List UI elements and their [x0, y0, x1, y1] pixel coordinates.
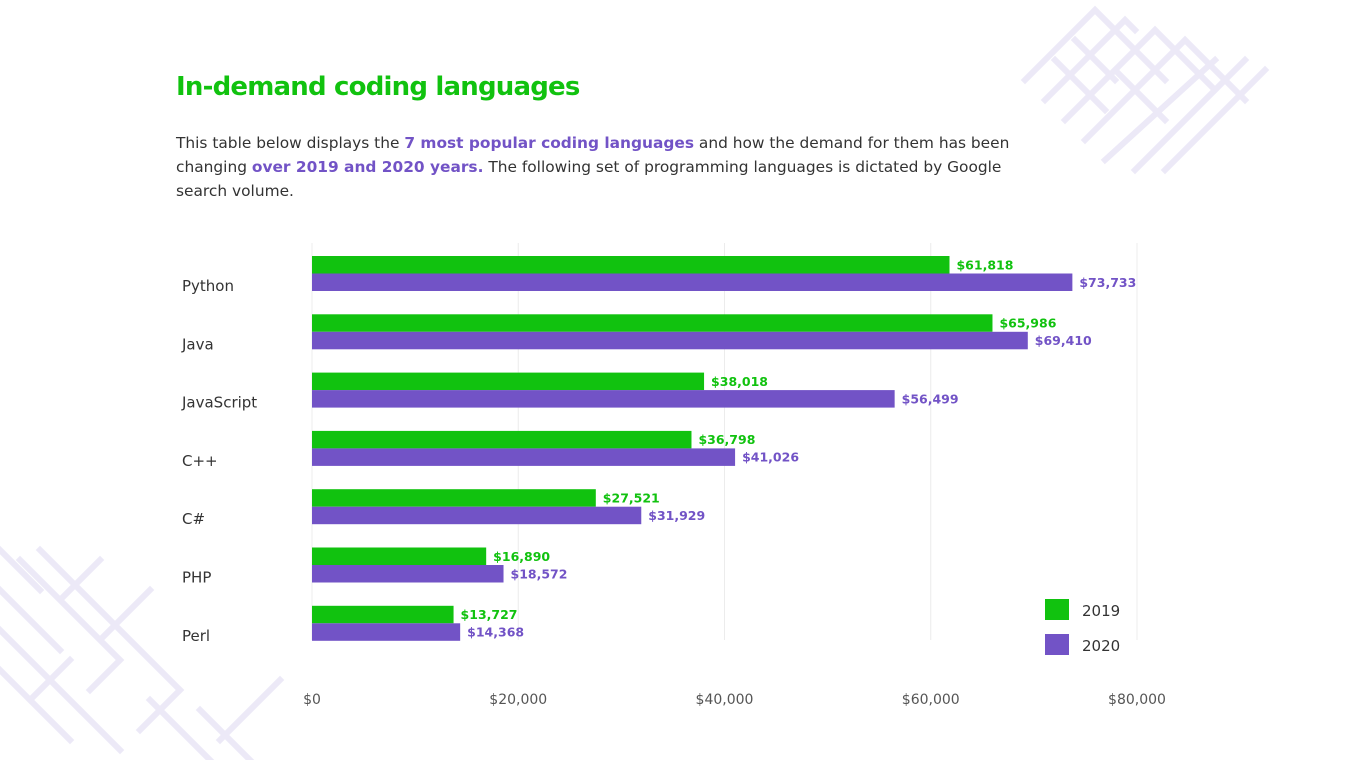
bar-2020 — [312, 506, 642, 525]
value-label-2020: $18,572 — [511, 566, 568, 581]
x-tick-label: $60,000 — [902, 692, 960, 708]
value-label-2019: $38,018 — [711, 374, 768, 389]
category-label: C++ — [182, 452, 218, 470]
value-label-2019: $61,818 — [956, 257, 1013, 272]
category-label: Java — [181, 335, 214, 353]
value-label-2019: $27,521 — [603, 490, 660, 505]
bar-2020 — [312, 623, 461, 641]
desc-text-1: This table below displays the — [176, 134, 405, 152]
value-label-2019: $16,890 — [493, 549, 550, 564]
bar-2019 — [312, 605, 454, 624]
desc-highlight-2: over 2019 and 2020 years. — [251, 158, 484, 176]
value-label-2019: $13,727 — [461, 607, 518, 622]
value-label-2020: $14,368 — [467, 625, 524, 640]
bar-2020 — [312, 565, 504, 583]
value-label-2020: $69,410 — [1035, 333, 1092, 348]
page-title: In-demand coding languages — [176, 72, 580, 102]
legend-label-2020: 2020 — [1082, 637, 1120, 655]
bar-2019 — [312, 314, 993, 332]
bar-2019 — [312, 430, 692, 449]
bar-2019 — [312, 256, 950, 274]
bar-2020 — [312, 390, 895, 408]
x-tick-label: $20,000 — [489, 692, 547, 708]
category-label: JavaScript — [181, 394, 257, 412]
value-label-2020: $31,929 — [648, 508, 705, 523]
bar-2020 — [312, 448, 736, 466]
desc-text-2: and how the demand for them has been cha… — [176, 134, 1010, 176]
chart-description: This table below displays the 7 most pop… — [176, 131, 1016, 203]
bar-2020 — [312, 273, 1073, 291]
category-label: Perl — [182, 627, 210, 645]
category-label: C# — [182, 510, 205, 528]
legend-swatch-2019 — [1045, 599, 1069, 620]
legend-label-2019: 2019 — [1082, 602, 1120, 620]
x-tick-label: $0 — [303, 692, 321, 708]
x-tick-label: $40,000 — [696, 692, 754, 708]
value-label-2020: $73,733 — [1079, 275, 1136, 290]
bar-2020 — [312, 331, 1028, 350]
category-label: PHP — [182, 569, 211, 587]
legend-swatch-2020 — [1045, 634, 1069, 655]
value-label-2019: $36,798 — [698, 432, 755, 447]
value-label-2020: $56,499 — [902, 391, 959, 406]
value-label-2020: $41,026 — [742, 450, 799, 465]
x-tick-label: $80,000 — [1108, 692, 1166, 708]
desc-text-3: The following set of programming languag… — [176, 158, 1002, 200]
bar-2019 — [312, 372, 705, 391]
bar-2019 — [312, 489, 596, 507]
desc-highlight-1: 7 most popular coding languages — [404, 134, 694, 152]
value-label-2019: $65,986 — [999, 316, 1056, 331]
bar-2019 — [312, 547, 487, 565]
category-label: Python — [182, 277, 234, 295]
